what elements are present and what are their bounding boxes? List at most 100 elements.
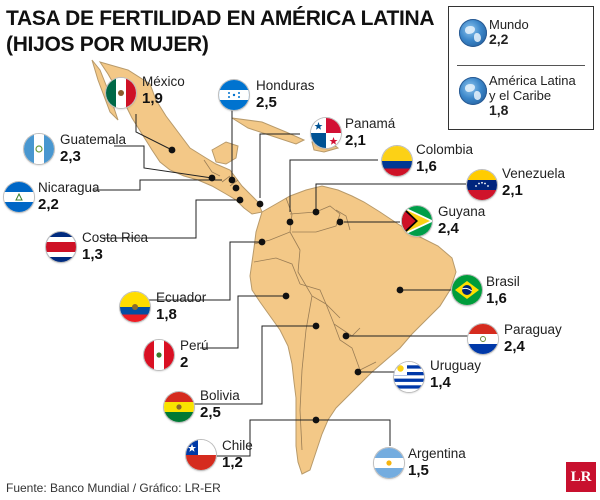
country-value: 1,6: [416, 158, 437, 175]
country-value: 1,9: [142, 90, 163, 107]
country-value: 2,2: [38, 196, 59, 213]
point-nicaragua: [232, 184, 240, 192]
paraguay-flag: [468, 324, 498, 354]
mexico-central-america-landmass: [98, 61, 263, 215]
yucatan-landmass: [211, 141, 239, 165]
venezuela-flag: [467, 170, 497, 200]
legend-world-name: Mundo: [489, 17, 529, 32]
country-name: Chile: [222, 438, 253, 453]
country-value: 1,4: [430, 374, 451, 391]
country-value: 2,1: [345, 132, 366, 149]
country-name: Venezuela: [502, 166, 566, 181]
colombia-flag: [382, 146, 412, 176]
point-venezuela: [312, 208, 320, 216]
country-name: Nicaragua: [38, 180, 100, 195]
point-brasil: [396, 286, 404, 294]
legend-region-name-1: América Latina: [489, 73, 576, 88]
point-peru: [282, 292, 290, 300]
country-name: Uruguay: [430, 358, 482, 373]
honduras-flag: [219, 80, 249, 110]
globe-icon: [459, 19, 487, 47]
guatemala-flag: [24, 134, 54, 164]
country-value: 2,4: [438, 220, 459, 237]
country-value: 2,5: [256, 94, 277, 111]
label-peru: Perú 2: [180, 338, 209, 372]
label-bolivia: Bolivia 2,5: [200, 388, 240, 422]
uruguay-flag: [394, 362, 424, 392]
country-value: 1,2: [222, 454, 243, 471]
country-name: Argentina: [408, 446, 466, 461]
label-chile: Chile 1,2: [222, 438, 253, 472]
label-panama: Panamá 2,1: [345, 116, 395, 150]
peru-flag: [144, 340, 174, 370]
country-value: 1,6: [486, 290, 507, 307]
country-value: 2,3: [60, 148, 81, 165]
nicaragua-flag: [4, 182, 34, 212]
country-points: [168, 146, 404, 424]
point-honduras: [228, 176, 236, 184]
country-value: 2,5: [200, 404, 221, 421]
point-ecuador: [258, 238, 266, 246]
cuba-landmass: [231, 117, 306, 145]
country-name: Brasil: [486, 274, 520, 289]
country-name: Costa Rica: [82, 230, 149, 245]
panama-flag: [311, 118, 341, 148]
country-name: Panamá: [345, 116, 396, 131]
country-value: 1,3: [82, 246, 103, 263]
point-paraguay: [342, 332, 350, 340]
label-ecuador: Ecuador 1,8: [156, 290, 206, 324]
country-value: 1,8: [156, 306, 177, 323]
label-paraguay: Paraguay 2,4: [504, 322, 562, 356]
point-mexico: [168, 146, 176, 154]
globe-icon: [459, 77, 487, 105]
legend-box: Mundo 2,2 América Latina y el Caribe 1,8: [448, 6, 594, 130]
mexico-flag: [106, 78, 136, 108]
country-value: 2,4: [504, 338, 525, 355]
country-value: 2: [180, 354, 189, 371]
south-america-landmass: [249, 185, 457, 475]
legend-divider: [457, 65, 585, 66]
source-footer: Fuente: Banco Mundial / Gráfico: LR-ER: [6, 481, 221, 495]
country-name: Paraguay: [504, 322, 562, 337]
lr-logo: LR: [566, 462, 596, 492]
map-title: TASA DE FERTILIDAD EN AMÉRICA LATINA (HI…: [6, 6, 435, 58]
costa-rica-flag: [46, 232, 76, 262]
country-name: Honduras: [256, 78, 315, 93]
point-costa-rica: [236, 196, 244, 204]
point-guatemala: [208, 174, 216, 182]
point-colombia: [286, 218, 294, 226]
label-uruguay: Uruguay 1,4: [430, 358, 481, 392]
title-line-2: (HIJOS POR MUJER): [6, 33, 209, 56]
chile-flag: [186, 440, 216, 470]
legend-world-value: 2,2: [489, 31, 509, 47]
country-name: Perú: [180, 338, 209, 353]
country-name: México: [142, 74, 185, 89]
label-costa-rica: Costa Rica 1,3: [82, 230, 148, 264]
country-name: Colombia: [416, 142, 474, 157]
label-brasil: Brasil 1,6: [486, 274, 520, 308]
legend-region-value: 1,8: [489, 102, 509, 118]
point-uruguay: [354, 368, 362, 376]
leader-lines: [94, 110, 470, 457]
label-colombia: Colombia 1,6: [416, 142, 473, 176]
ecuador-flag: [120, 292, 150, 322]
argentina-flag: [374, 448, 404, 478]
label-guyana: Guyana 2,4: [438, 204, 485, 238]
point-panama: [256, 200, 264, 208]
point-guyana: [336, 218, 344, 226]
guyana-flag: [402, 206, 432, 236]
label-venezuela: Venezuela 2,1: [502, 166, 565, 200]
country-name: Guyana: [438, 204, 486, 219]
point-chile: [312, 416, 320, 424]
title-line-1: TASA DE FERTILIDAD EN AMÉRICA LATINA: [6, 7, 435, 30]
legend-region-name-2: y el Caribe: [489, 88, 552, 103]
label-mexico: México 1,9: [142, 74, 185, 108]
point-bolivia: [312, 322, 320, 330]
country-value: 2,1: [502, 182, 523, 199]
brazil-flag: [452, 275, 482, 305]
country-name: Bolivia: [200, 388, 240, 403]
country-name: Ecuador: [156, 290, 207, 305]
legend-region: América Latina y el Caribe 1,8: [489, 73, 576, 118]
label-honduras: Honduras 2,5: [256, 78, 315, 112]
